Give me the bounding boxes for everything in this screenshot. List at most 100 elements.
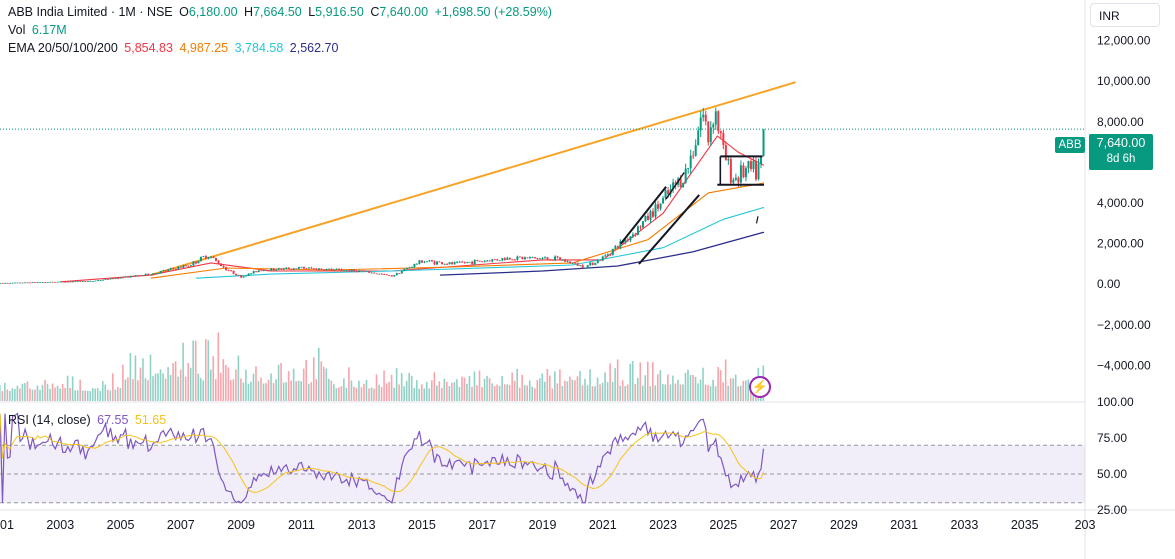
candle-body [320,268,323,270]
volume-bar [91,388,94,401]
rsi-axis[interactable]: 100.00 75.00 50.00 25.00 [1097,395,1134,517]
volume-bar [717,367,719,401]
volume-bar [483,378,486,401]
volume-bar [24,382,26,401]
volume-bar [46,383,49,401]
low-value: 5,916.50 [315,5,364,19]
currency-selector[interactable]: INR [1090,3,1160,27]
symbol-title[interactable]: ABB India Limited · 1M · NSE [8,5,173,19]
volume-legend[interactable]: Vol 6.17M [8,22,70,38]
candle-body [491,259,494,262]
time-tick-label: 2007 [167,518,195,532]
volume-bar [538,378,541,401]
candle-body [94,280,97,282]
ema200-line [439,231,765,276]
volume-bar [194,340,197,401]
price-tick-label: −4,000.00 [1097,358,1151,372]
lightning-icon[interactable]: ⚡ [749,376,771,398]
volume-bar [56,385,59,401]
volume-bar [709,386,712,401]
volume-bar [744,380,747,401]
volume-bar [370,387,373,401]
volume-bar [546,369,549,401]
candle-body [34,282,37,284]
candle-body [54,281,57,283]
volume-bar [589,369,591,401]
candle-body [549,259,552,261]
volume-bar [742,380,745,401]
candle-body [574,262,577,264]
volume-bar [280,362,282,401]
volume-bar [192,340,194,401]
volume-bar [747,379,750,401]
ema-legend[interactable]: EMA 20/50/100/200 5,854.83 4,987.25 3,78… [8,40,341,56]
time-axis[interactable]: 2001 2003 2005 2007 2009 2011 2013 2015 2017 2019… [0,518,1095,532]
volume-bar [385,383,388,401]
close-value: 7,640.00 [379,5,429,19]
candle-body [302,266,305,269]
volume-bar [358,380,360,401]
candle-body [395,273,398,276]
candle-body [147,273,150,276]
price-axis[interactable]: 12,000.0010,000.008,000.006,000.004,000.… [1097,34,1151,373]
volume-bar [19,388,21,401]
candle-body [312,268,315,270]
volume-bar [463,377,466,401]
time-tick-label: 2011 [288,518,315,532]
candle-body [436,261,439,265]
price-tick-label: 2,000.00 [1097,237,1144,251]
candle-body [589,262,592,266]
low-label: L [308,5,316,19]
candle-body [187,266,190,267]
volume-bar [287,371,290,401]
volume-bar [159,369,162,401]
volume-bar [147,380,149,401]
candle-body [544,257,547,259]
volume-bar [694,376,697,401]
volume-bar [240,378,242,401]
candle-body [322,269,325,271]
volume-bar [551,388,554,401]
candle-body [104,279,107,280]
volume-bar [734,374,737,401]
candle-body [453,262,456,265]
last-price: 7,640.00 [1096,136,1146,150]
candle-body [631,234,634,237]
candle-body [513,259,516,261]
candle-body [508,257,511,260]
candle-body [19,282,22,284]
volume-bar [441,388,443,401]
volume-bar [626,384,629,401]
volume-bar [689,374,692,401]
volume-bar [664,384,667,401]
volume-bar [207,340,210,401]
volume-bar [687,369,689,401]
candle-body [405,268,408,270]
volume-bar [21,383,24,401]
volume-bar [232,379,235,401]
volume-bar [355,387,358,401]
volume-bar [66,375,69,401]
volume-bar [325,368,328,401]
candle-body [749,161,752,170]
candle-body [541,258,544,260]
high-label: H [244,5,254,19]
rsi-legend[interactable]: RSI (14, close) 67.55 51.65 [8,412,169,428]
volume-bar [413,388,416,401]
candle-body [1,282,4,284]
volume-bar [330,380,333,401]
volume-bar [408,372,410,401]
volume-bar [300,381,302,401]
volume-bar [619,385,621,401]
volume-bar [127,377,129,401]
open-value: 6,180.00 [188,5,238,19]
candle-body [634,234,637,236]
volume-bar [732,378,734,401]
candle-body [523,257,526,260]
candle-body [325,269,328,271]
volume-bar [44,379,46,401]
volume-bar [719,370,722,401]
volume-bar [34,389,36,401]
candle-body [649,211,652,220]
